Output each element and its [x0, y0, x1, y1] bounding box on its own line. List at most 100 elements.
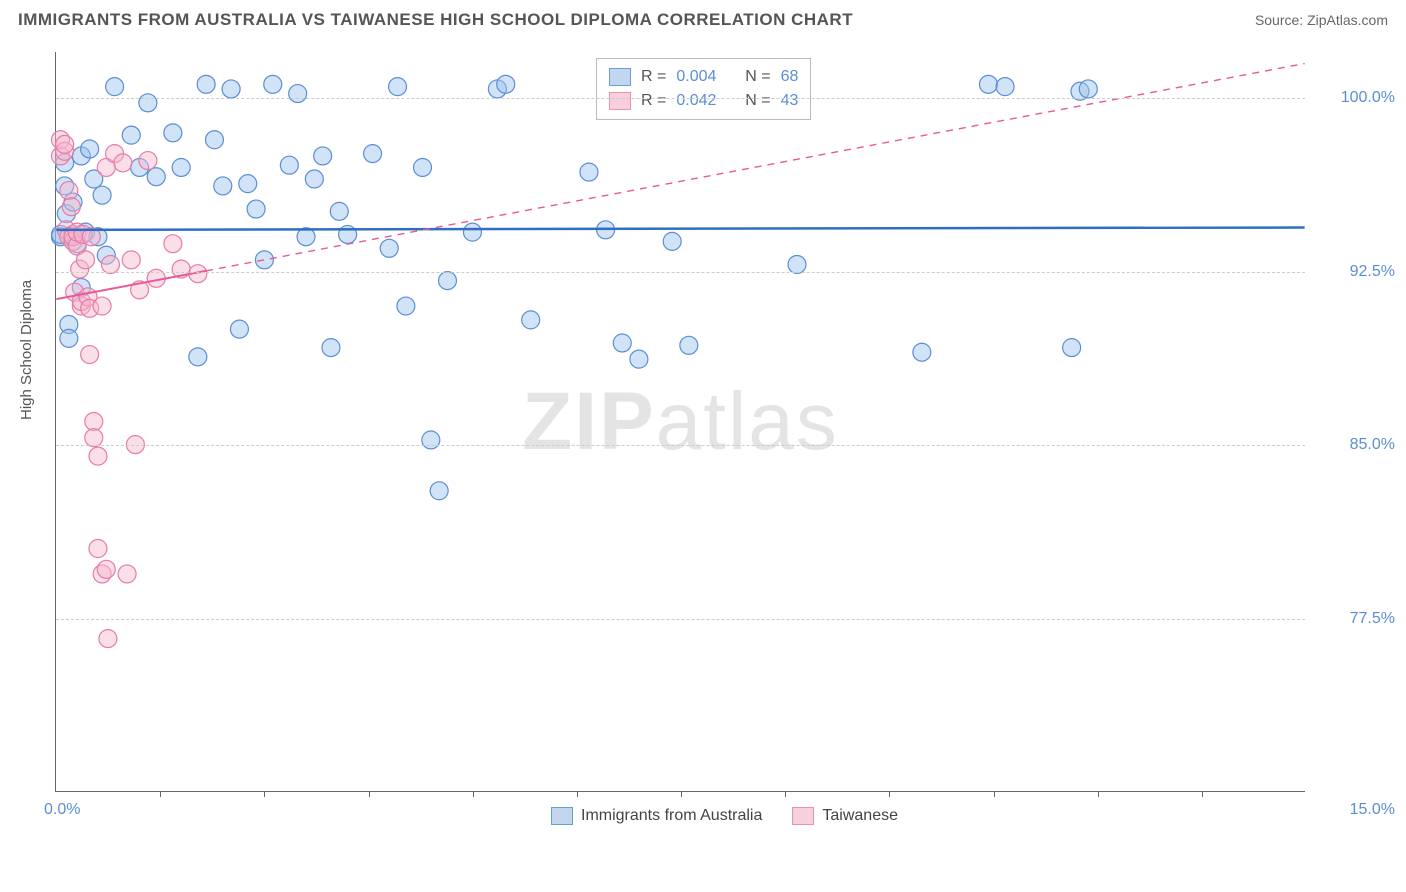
data-point: [979, 75, 997, 93]
data-point: [205, 131, 223, 149]
data-point: [996, 78, 1014, 96]
data-point: [97, 560, 115, 578]
data-point: [247, 200, 265, 218]
data-point: [397, 297, 415, 315]
data-point: [85, 429, 103, 447]
data-point: [139, 94, 157, 112]
swatch-blue-icon: [609, 68, 631, 86]
y-tick-label: 85.0%: [1315, 436, 1395, 454]
data-point: [85, 413, 103, 431]
x-tick-mark: [994, 791, 995, 797]
r-label: R =: [641, 65, 666, 89]
x-tick-mark: [264, 791, 265, 797]
data-point: [414, 158, 432, 176]
data-point: [680, 336, 698, 354]
data-point: [222, 80, 240, 98]
data-point: [139, 152, 157, 170]
r-value-pink: 0.042: [676, 89, 716, 113]
data-point: [364, 145, 382, 163]
data-point: [430, 482, 448, 500]
trend-line: [56, 228, 1304, 230]
legend-swatch-blue-icon: [551, 807, 573, 825]
data-point: [118, 565, 136, 583]
gridline: [56, 98, 1305, 99]
chart-header: IMMIGRANTS FROM AUSTRALIA VS TAIWANESE H…: [0, 0, 1406, 36]
data-point: [106, 78, 124, 96]
data-point: [81, 140, 99, 158]
x-tick-mark: [889, 791, 890, 797]
data-point: [81, 346, 99, 364]
x-tick-mark: [473, 791, 474, 797]
legend-item-pink: Taiwanese: [792, 807, 898, 825]
data-point: [197, 75, 215, 93]
source-attribution: Source: ZipAtlas.com: [1255, 12, 1388, 28]
data-point: [230, 320, 248, 338]
data-point: [99, 630, 117, 648]
data-point: [322, 339, 340, 357]
data-point: [580, 163, 598, 181]
legend-series: Immigrants from Australia Taiwanese: [551, 807, 898, 825]
data-point: [122, 251, 140, 269]
data-point: [172, 158, 190, 176]
y-tick-label: 100.0%: [1315, 89, 1395, 107]
n-value-pink: 43: [781, 89, 799, 113]
data-point: [89, 540, 107, 558]
x-tick-max: 15.0%: [1350, 801, 1395, 819]
x-tick-mark: [160, 791, 161, 797]
data-point: [913, 343, 931, 361]
legend-label-pink: Taiwanese: [822, 807, 898, 825]
data-point: [76, 251, 94, 269]
data-point: [314, 147, 332, 165]
x-tick-mark: [369, 791, 370, 797]
data-point: [422, 431, 440, 449]
data-point: [239, 175, 257, 193]
data-point: [438, 272, 456, 290]
n-label-2: N =: [745, 89, 770, 113]
gridline: [56, 272, 1305, 273]
x-tick-mark: [1202, 791, 1203, 797]
r-label-2: R =: [641, 89, 666, 113]
data-point: [89, 447, 107, 465]
x-tick-mark: [577, 791, 578, 797]
swatch-pink-icon: [609, 92, 631, 110]
data-point: [164, 235, 182, 253]
legend-item-blue: Immigrants from Australia: [551, 807, 762, 825]
x-tick-mark: [681, 791, 682, 797]
data-point: [522, 311, 540, 329]
legend-stats-box: R = 0.004 N = 68 R = 0.042 N = 43: [596, 58, 811, 120]
data-point: [264, 75, 282, 93]
data-point: [189, 348, 207, 366]
x-tick-min: 0.0%: [44, 801, 80, 819]
y-tick-label: 77.5%: [1315, 610, 1395, 628]
gridline: [56, 619, 1305, 620]
data-point: [1079, 80, 1097, 98]
data-point: [214, 177, 232, 195]
gridline: [56, 445, 1305, 446]
data-point: [56, 135, 74, 153]
legend-label-blue: Immigrants from Australia: [581, 807, 762, 825]
plot-area: ZIPatlas R = 0.004 N = 68 R = 0.042 N = …: [55, 52, 1305, 792]
data-point: [613, 334, 631, 352]
y-tick-label: 92.5%: [1315, 263, 1395, 281]
legend-stat-row-blue: R = 0.004 N = 68: [609, 65, 798, 89]
chart-svg: [56, 52, 1305, 791]
data-point: [330, 202, 348, 220]
data-point: [380, 239, 398, 257]
data-point: [305, 170, 323, 188]
data-point: [497, 75, 515, 93]
data-point: [93, 186, 111, 204]
data-point: [280, 156, 298, 174]
legend-swatch-pink-icon: [792, 807, 814, 825]
data-point: [663, 232, 681, 250]
chart-title: IMMIGRANTS FROM AUSTRALIA VS TAIWANESE H…: [18, 10, 853, 30]
data-point: [630, 350, 648, 368]
data-point: [389, 78, 407, 96]
data-point: [1063, 339, 1081, 357]
n-value-blue: 68: [781, 65, 799, 89]
data-point: [60, 329, 78, 347]
n-label: N =: [745, 65, 770, 89]
legend-stat-row-pink: R = 0.042 N = 43: [609, 89, 798, 113]
source-name: ZipAtlas.com: [1307, 12, 1388, 28]
x-tick-mark: [1098, 791, 1099, 797]
data-point: [147, 168, 165, 186]
